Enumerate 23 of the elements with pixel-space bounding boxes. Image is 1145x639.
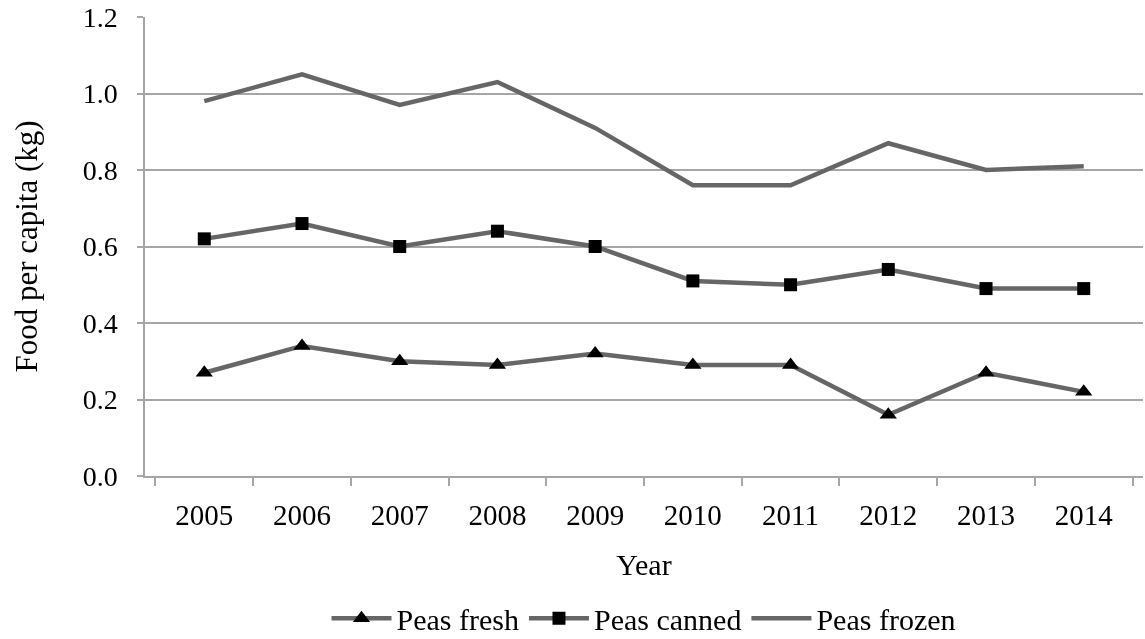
y-axis-title: Food per capita (kg) [8,120,44,373]
y-tick-label: 0.2 [82,384,118,416]
x-tick-label: 2011 [762,498,820,531]
x-tick-label: 2009 [566,498,625,531]
legend-label: Peas fresh [396,602,519,636]
x-tick-label: 2014 [1054,498,1114,531]
y-tick-label: 1.2 [82,1,118,33]
x-tick-label: 2010 [663,498,722,531]
y-tick-label: 0.8 [82,154,118,186]
x-tick-label: 2013 [957,498,1016,531]
y-tick-label: 1.0 [82,78,118,110]
x-tick-label: 2012 [859,498,918,531]
y-tick-label: 0.4 [82,307,118,339]
legend-label: Peas frozen [816,602,956,636]
x-tick-label: 2006 [272,498,331,531]
line-series [202,72,1086,188]
x-tick-label: 2007 [370,498,429,531]
x-tick-label: 2008 [468,498,527,531]
x-tick-label: 2005 [175,498,234,531]
y-tick-label: 0.6 [82,231,118,263]
y-tick-label: 0.0 [82,460,118,492]
x-axis-title: Year [616,547,672,581]
legend-label: Peas canned [593,602,742,636]
